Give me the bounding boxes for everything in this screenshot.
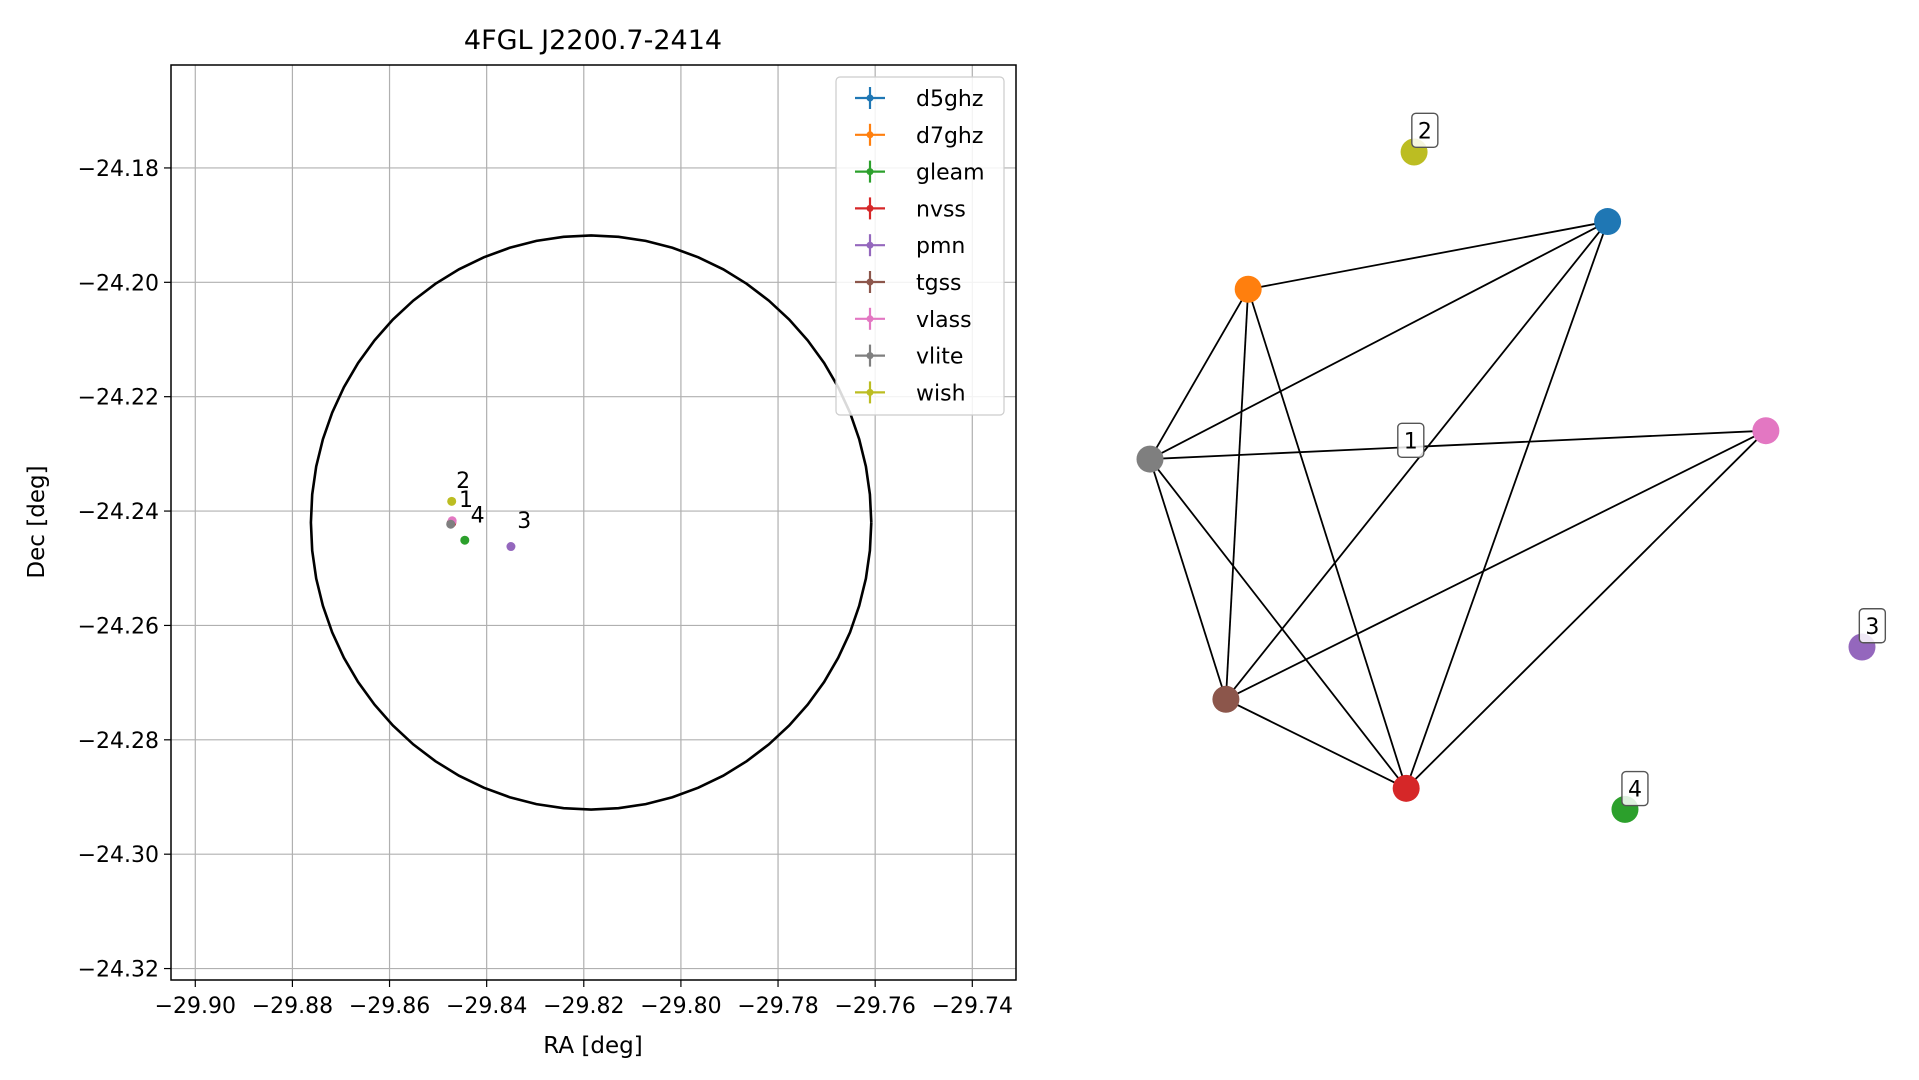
edge-d7ghz-nvss [1247,288,1408,789]
group-label-box [1411,112,1439,148]
x-tick-label: −29.88 [252,994,333,1019]
legend-label: d5ghz [916,87,983,112]
x-tick-label: −29.82 [543,994,624,1019]
point-pmn [506,542,516,552]
point-gleam [460,535,470,545]
annotation-label: 2 [456,469,470,494]
chart-title: 4FGL J2200.7-2414 [464,25,722,56]
edge-vlass-tgss [1225,429,1767,701]
legend-marker-dot [866,94,874,102]
node-d7ghz [1234,275,1262,303]
edge-d7ghz-tgss [1225,289,1250,700]
edge-vlite-tgss [1149,458,1227,700]
group-label: 4 [1628,778,1642,803]
y-tick-label: −24.24 [78,500,159,525]
x-axis-ticks: −29.90 −29.88 −29.86 −29.84 −29.82 −29.80 −29.… [155,980,1013,1019]
legend-marker-dot [866,241,874,249]
legend-items: d5ghz d7ghz gleam nvss pmn tgss vlass vlite wish [855,87,985,406]
x-tick-label: −29.74 [932,994,1013,1019]
x-tick-label: −29.86 [349,994,430,1019]
node-tgss [1212,685,1240,713]
x-tick-label: −29.80 [640,994,721,1019]
source-points [446,496,516,552]
network-nodes [1136,138,1876,823]
legend-marker-dot [866,352,874,360]
y-tick-label: −24.32 [78,958,159,983]
legend-label: tgss [916,271,962,296]
edge-d7ghz-vlite [1149,288,1249,460]
node-nvss [1392,774,1420,802]
legend-label: d7ghz [916,124,983,149]
x-tick-label: −29.76 [834,994,915,1019]
legend-label: gleam [916,161,985,186]
x-tick-label: −29.90 [155,994,236,1019]
network-panel: 1 2 3 4 [1136,112,1887,823]
y-tick-label: −24.20 [78,271,159,296]
legend-label: vlass [916,308,972,333]
node-vlass [1752,417,1780,445]
legend: d5ghz d7ghz gleam nvss pmn tgss vlass vlite wish [835,76,1005,416]
y-tick-label: −24.28 [78,729,159,754]
point-annotations: 214 3 [456,469,531,534]
edge-d5ghz-nvss [1405,221,1609,789]
uncertainty-circle [309,234,873,811]
edge-d5ghz-vlite [1149,220,1609,460]
legend-marker-dot [866,168,874,176]
node-vlite [1136,445,1164,473]
edge-vlite-vlass [1149,429,1766,460]
annotation-label: 4 [471,504,485,529]
legend-marker-dot [866,388,874,396]
y-axis-label: Dec [deg] [24,465,50,578]
group-labels: 1 2 3 4 [1397,112,1887,807]
y-axis-ticks: −24.18 −24.20 −24.22 −24.24 −24.26 −24.28 −24.… [78,157,171,983]
group-label-box [1621,770,1649,807]
axes-frame [170,64,1017,981]
edge-d5ghz-tgss [1225,220,1609,700]
edge-vlite-nvss [1149,458,1407,789]
legend-label: vlite [916,345,963,370]
legend-marker-dot [866,315,874,323]
legend-marker-dot [866,131,874,139]
x-axis-label: RA [deg] [543,1033,642,1059]
point-vlite [446,519,456,529]
legend-box [835,76,1005,416]
x-tick-label: −29.78 [737,994,818,1019]
y-tick-label: −24.22 [78,386,159,411]
grid [171,65,1016,980]
edge-d5ghz-d7ghz [1248,220,1608,291]
y-tick-label: −24.18 [78,157,159,182]
group-label: 1 [1404,429,1418,454]
annotation-label: 3 [517,509,531,534]
y-tick-label: −24.26 [78,614,159,639]
network-edges [1149,220,1767,790]
x-tick-label: −29.84 [446,994,527,1019]
node-d5ghz [1594,208,1622,236]
group-label: 2 [1418,119,1432,144]
sky-map-panel: 214 3 −29.90 −29.88 −29.86 −29.84 −29.82 −29.8… [24,25,1017,1059]
legend-label: wish [916,381,966,406]
legend-label: nvss [916,197,966,222]
annotation-label: 1 [459,488,473,513]
legend-label: pmn [916,234,965,259]
edge-vlass-nvss [1405,430,1767,789]
point-wish [447,496,457,506]
uncertainty-ellipse [309,234,873,811]
edge-tgss-nvss [1225,698,1407,790]
y-tick-label: −24.30 [78,843,159,868]
group-label-box [1858,608,1887,644]
group-label: 3 [1865,615,1879,640]
group-label-box [1397,422,1425,458]
legend-marker-dot [866,204,874,212]
legend-marker-dot [866,278,874,286]
